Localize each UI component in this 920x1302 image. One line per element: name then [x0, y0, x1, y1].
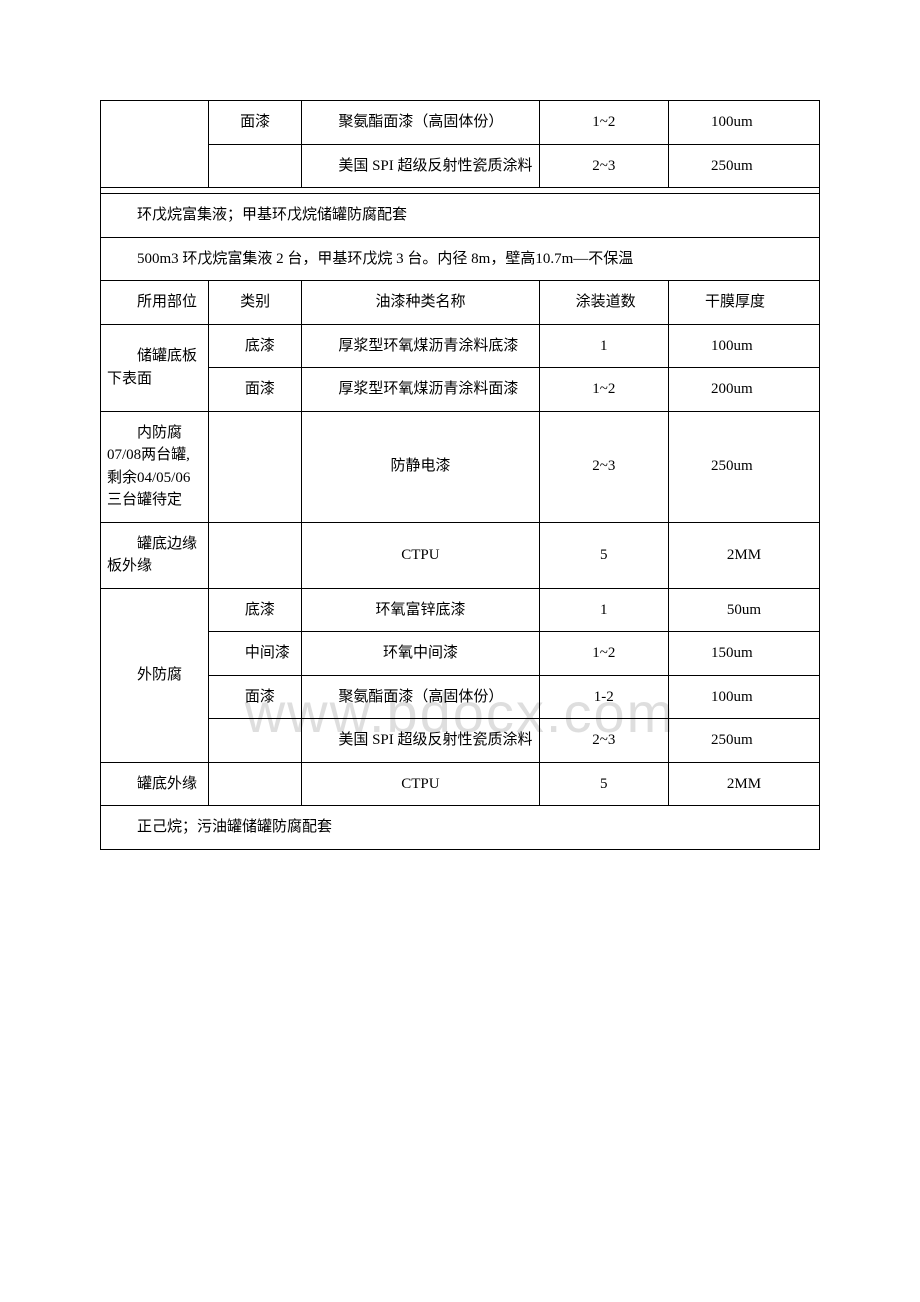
- type-cell: 中间漆: [208, 632, 301, 676]
- type-cell: 面漆: [208, 368, 301, 412]
- thickness-cell: 100um: [668, 101, 819, 145]
- coats-cell: 1-2: [539, 675, 668, 719]
- part-cell: 罐底边缘板外缘: [101, 522, 209, 588]
- coats-cell: 1~2: [539, 368, 668, 412]
- type-cell: 底漆: [208, 324, 301, 368]
- name-cell: 防静电漆: [302, 411, 539, 522]
- name-cell: 美国 SPI 超级反射性瓷质涂料: [302, 144, 539, 188]
- table-row: 所用部位类别油漆种类名称涂装道数干膜厚度: [101, 281, 820, 325]
- header-part: 所用部位: [101, 281, 209, 325]
- coats-cell: 5: [539, 522, 668, 588]
- table-row: 美国 SPI 超级反射性瓷质涂料2~3250um: [101, 719, 820, 763]
- table-row: 500m3 环戊烷富集液 2 台，甲基环戊烷 3 台。内径 8m，壁高10.7m…: [101, 237, 820, 281]
- header-coats: 涂装道数: [539, 281, 668, 325]
- part-cell: 储罐底板下表面: [101, 324, 209, 411]
- type-cell: 面漆: [208, 675, 301, 719]
- type-cell: [208, 144, 301, 188]
- part-cell: [101, 101, 209, 188]
- table-row: 正己烷；污油罐储罐防腐配套: [101, 806, 820, 850]
- coats-cell: 1: [539, 324, 668, 368]
- table-row: 内防腐 07/08两台罐,剩余04/05/06三台罐待定防静电漆2~3250um: [101, 411, 820, 522]
- thickness-cell: 150um: [668, 632, 819, 676]
- section-subtitle: 500m3 环戊烷富集液 2 台，甲基环戊烷 3 台。内径 8m，壁高10.7m…: [101, 237, 820, 281]
- specification-table: 面漆聚氨酯面漆（高固体份）1~2100um美国 SPI 超级反射性瓷质涂料2~3…: [100, 100, 820, 850]
- coats-cell: 2~3: [539, 411, 668, 522]
- thickness-cell: 50um: [668, 588, 819, 632]
- name-cell: 厚浆型环氧煤沥青涂料面漆: [302, 368, 539, 412]
- name-cell: CTPU: [302, 762, 539, 806]
- thickness-cell: 2MM: [668, 762, 819, 806]
- coats-cell: 1: [539, 588, 668, 632]
- table-row: 中间漆环氧中间漆1~2150um: [101, 632, 820, 676]
- coats-cell: 1~2: [539, 632, 668, 676]
- table-row: 面漆聚氨酯面漆（高固体份）1-2100um: [101, 675, 820, 719]
- table-row: 储罐底板下表面底漆厚浆型环氧煤沥青涂料底漆1100um: [101, 324, 820, 368]
- header-thickness: 干膜厚度: [668, 281, 819, 325]
- table-row: 环戊烷富集液；甲基环戊烷储罐防腐配套: [101, 194, 820, 238]
- table-row: 罐底边缘板外缘 CTPU52MM: [101, 522, 820, 588]
- type-cell: [208, 762, 301, 806]
- type-cell: [208, 522, 301, 588]
- table-row: 罐底外缘 CTPU52MM: [101, 762, 820, 806]
- name-cell: 美国 SPI 超级反射性瓷质涂料: [302, 719, 539, 763]
- name-cell: 环氧中间漆: [302, 632, 539, 676]
- type-cell: [208, 411, 301, 522]
- thickness-cell: 250um: [668, 411, 819, 522]
- name-cell: 聚氨酯面漆（高固体份）: [302, 675, 539, 719]
- type-cell: 面漆: [208, 101, 301, 145]
- part-cell: 外防腐: [101, 588, 209, 762]
- table-row: 外防腐底漆环氧富锌底漆150um: [101, 588, 820, 632]
- name-cell: 聚氨酯面漆（高固体份）: [302, 101, 539, 145]
- section-title: 正己烷；污油罐储罐防腐配套: [101, 806, 820, 850]
- coats-cell: 2~3: [539, 719, 668, 763]
- thickness-cell: 100um: [668, 675, 819, 719]
- part-cell: 内防腐 07/08两台罐,剩余04/05/06三台罐待定: [101, 411, 209, 522]
- header-name: 油漆种类名称: [302, 281, 539, 325]
- header-type: 类别: [208, 281, 301, 325]
- thickness-cell: 250um: [668, 144, 819, 188]
- table-row: 美国 SPI 超级反射性瓷质涂料2~3250um: [101, 144, 820, 188]
- type-cell: [208, 719, 301, 763]
- coats-cell: 5: [539, 762, 668, 806]
- thickness-cell: 250um: [668, 719, 819, 763]
- table-row: 面漆聚氨酯面漆（高固体份）1~2100um: [101, 101, 820, 145]
- thickness-cell: 2MM: [668, 522, 819, 588]
- type-cell: 底漆: [208, 588, 301, 632]
- name-cell: CTPU: [302, 522, 539, 588]
- coats-cell: 1~2: [539, 101, 668, 145]
- part-cell: 罐底外缘: [101, 762, 209, 806]
- coats-cell: 2~3: [539, 144, 668, 188]
- name-cell: 厚浆型环氧煤沥青涂料底漆: [302, 324, 539, 368]
- thickness-cell: 200um: [668, 368, 819, 412]
- table-row: 面漆厚浆型环氧煤沥青涂料面漆1~2200um: [101, 368, 820, 412]
- thickness-cell: 100um: [668, 324, 819, 368]
- section-title: 环戊烷富集液；甲基环戊烷储罐防腐配套: [101, 194, 820, 238]
- name-cell: 环氧富锌底漆: [302, 588, 539, 632]
